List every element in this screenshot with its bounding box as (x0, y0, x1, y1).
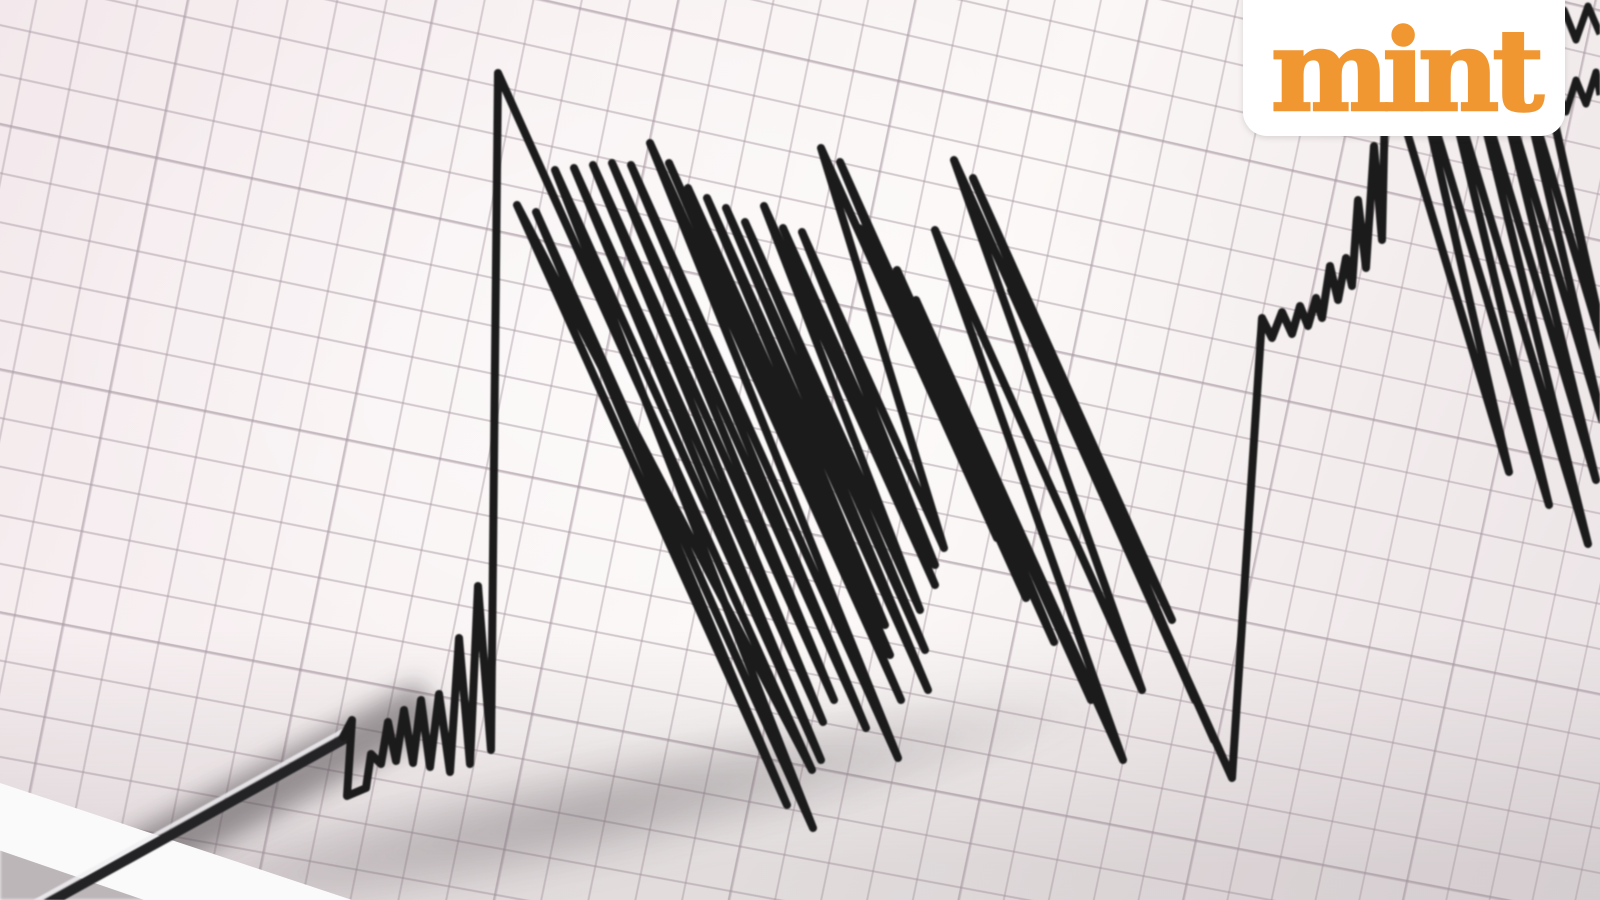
pen-arm (0, 737, 348, 900)
mint-logo-card: mint (1243, 0, 1565, 136)
seismograph-photo: mint (0, 0, 1600, 900)
seismograph-trace (343, 40, 1600, 828)
pen-arm-highlight (0, 729, 346, 900)
mint-logo-text: mint (1271, 16, 1537, 128)
